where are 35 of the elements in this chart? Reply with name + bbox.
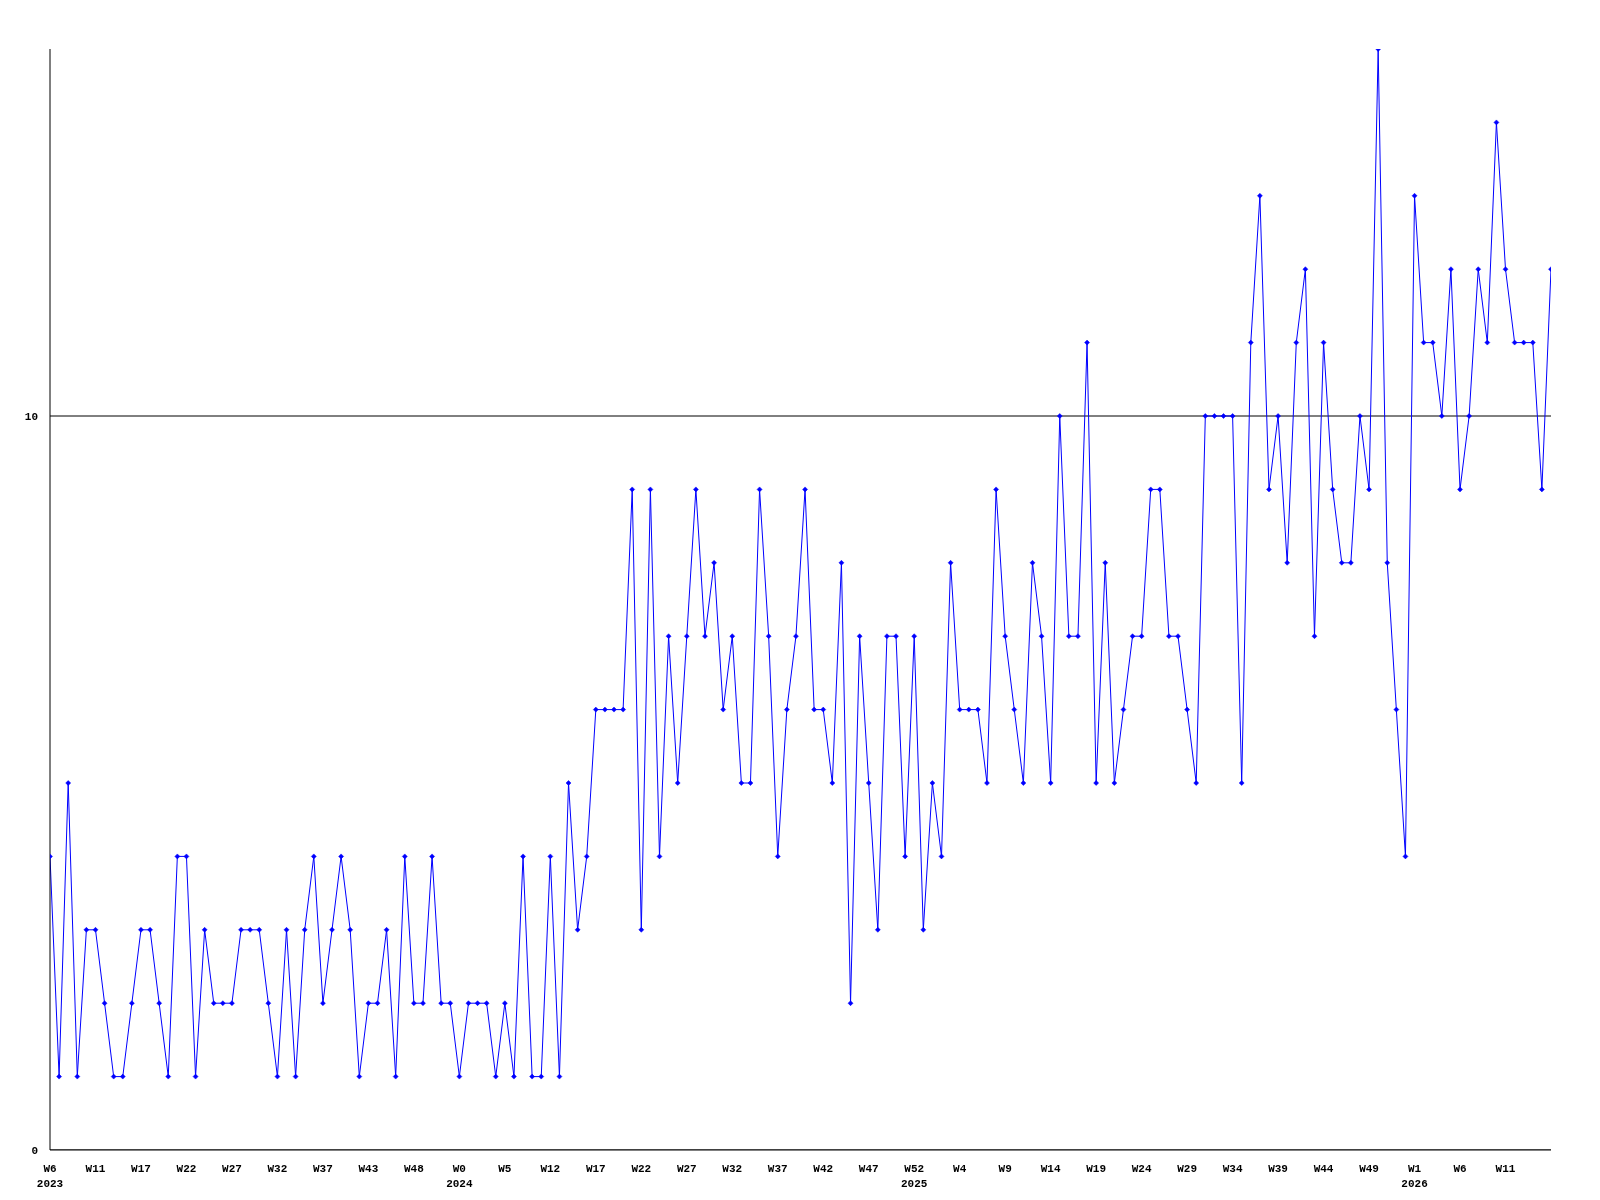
y-tick-label: 10 <box>24 411 38 423</box>
x-tick-label: W43 <box>358 1163 379 1175</box>
x-tick-label: W39 <box>1268 1163 1288 1175</box>
x-tick-label: W27 <box>676 1163 697 1175</box>
x-tick-label: W19 <box>1086 1163 1107 1175</box>
x-tick-label: W1 2026 <box>1401 1163 1428 1190</box>
x-tick-label: W27 <box>222 1163 242 1175</box>
x-tick-label: W22 <box>631 1163 652 1175</box>
x-tick-label: W32 <box>722 1163 743 1175</box>
x-tick-label: W12 <box>540 1163 561 1175</box>
x-tick-label: W37 <box>313 1163 333 1175</box>
x-tick-label: W17 <box>585 1163 606 1175</box>
x-tick-label: W6 2023 <box>36 1163 64 1190</box>
y-tick-label: 0 <box>31 1145 38 1157</box>
x-tick-label: W14 <box>1040 1163 1061 1175</box>
x-tick-label: W6 <box>1453 1163 1467 1175</box>
x-tick-label: W52 2025 <box>901 1163 928 1190</box>
x-tick-label: W11 <box>1495 1163 1516 1175</box>
x-tick-label: W29 <box>1177 1163 1198 1175</box>
x-tick-label: W44 <box>1313 1163 1334 1175</box>
x-tick-label: W47 <box>858 1163 879 1175</box>
x-tick-label: W48 <box>403 1163 425 1175</box>
x-tick-label: W34 <box>1222 1163 1243 1175</box>
x-tick-label: W22 <box>176 1163 197 1175</box>
x-tick-label: W42 <box>813 1163 834 1175</box>
x-tick-label: W0 2024 <box>446 1163 473 1190</box>
x-tick-label: W49 <box>1359 1163 1379 1175</box>
x-tick-label: W32 <box>267 1163 288 1175</box>
x-tick-label: W4 <box>953 1163 967 1175</box>
x-tick-label: W17 <box>131 1163 151 1175</box>
x-tick-label: W9 <box>998 1163 1012 1175</box>
x-tick-label: W24 <box>1131 1163 1152 1175</box>
x-tick-label: W37 <box>767 1163 788 1175</box>
x-tick-label: W5 <box>498 1163 512 1175</box>
x-tick-label: W11 <box>85 1163 106 1175</box>
